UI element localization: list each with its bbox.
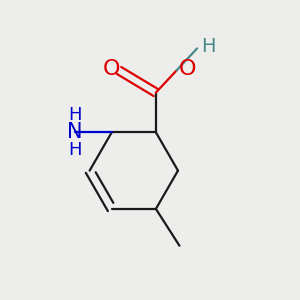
Text: H: H <box>68 141 82 159</box>
Text: H: H <box>201 38 215 56</box>
Text: O: O <box>103 59 121 79</box>
Text: O: O <box>179 59 196 79</box>
Text: N: N <box>67 122 83 142</box>
Text: H: H <box>68 106 82 124</box>
